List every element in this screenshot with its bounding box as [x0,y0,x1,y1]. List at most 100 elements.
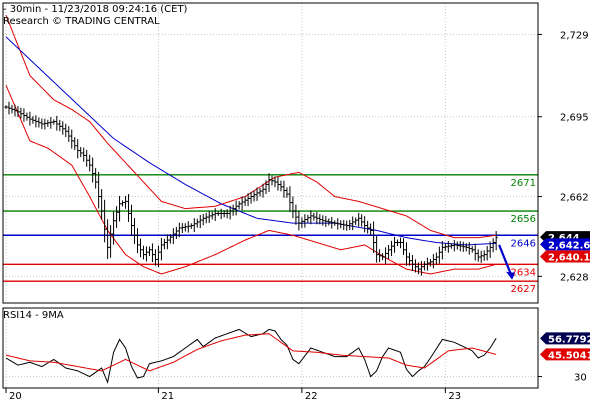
price-bar [398,237,403,249]
price-bar [100,189,104,220]
price-bar [243,196,247,207]
price-bar [16,106,20,118]
ma-value-tag-bg [540,238,590,251]
price-bar [404,242,409,266]
price-bar [141,245,146,260]
moving-average [5,36,497,246]
price-bar [443,243,447,251]
price-bar [360,214,364,227]
price-bar [159,237,164,261]
price-bar [225,209,229,219]
price-bar [201,213,205,226]
x-tick-label: 22 [305,391,318,400]
price-bar [79,147,83,158]
price-bar [192,218,196,233]
price-bar [342,219,346,231]
price-bar [467,242,471,255]
y-tick-label: 2,695 [560,113,589,124]
x-tick-label: 23 [448,391,461,400]
price-bar [357,212,361,227]
price-bar [46,119,50,127]
price-bar [135,228,140,254]
price-bar [407,252,412,266]
price-bar [255,187,259,201]
rsi-value-tag: 56.7792 [540,332,590,345]
x-tick-label: 20 [9,391,22,400]
price-bar [485,245,489,261]
price-bar [273,176,277,188]
price-bar [82,147,86,162]
price-bar [449,243,453,249]
ma-value-tag-text: 2,642.66 [548,240,590,251]
level-label-resistance: 2671 [511,178,536,189]
price-bar [288,186,292,212]
price-bar [204,212,208,224]
price-bar [270,175,274,186]
price-bar [419,261,424,276]
price-bar [282,180,286,198]
price-bar [252,190,256,202]
price-bar [138,238,143,258]
price-bar [434,252,438,265]
x-tick-label: 21 [161,391,174,400]
levels: 2671 2656 2646 2634 2627 [3,174,538,295]
price-bar [246,193,250,207]
price-bar [455,241,459,250]
price-bar [43,118,47,130]
price-bar [479,250,483,263]
band-value-tag-text: 2,640.13 [548,252,590,263]
price-bar [476,249,480,262]
price-bar [114,206,119,228]
price-bar [351,216,355,231]
price-bar [354,217,358,226]
moving-average-line [5,36,497,246]
price-bar [186,221,190,233]
rsi-panel-border [2,307,539,389]
price-bar [237,201,241,210]
price-bar [76,139,80,159]
price-bar [482,250,486,261]
price-bar [195,218,199,228]
price-bar [174,226,178,239]
price-bar [117,195,122,222]
price-bar [37,117,41,128]
price-bar [28,111,32,126]
price-bar [318,214,322,225]
price-bar [458,241,462,252]
price-bar [216,211,220,216]
price-bar [219,208,223,220]
price-bar [300,217,304,228]
rsi-panel [5,328,497,384]
level-label-support: 2634 [511,267,536,278]
price-bar [291,196,295,219]
price-bar [55,115,59,131]
price-bar [132,218,137,244]
price-bar [64,123,68,138]
band-value-tag: 2,640.13 [540,250,590,263]
price-bar [279,180,283,192]
price-bar [144,246,149,262]
rsi-ma-value-tag-text: 45.5041 [548,350,590,361]
price-bar [494,231,498,251]
price-bar [369,223,373,236]
rsi-ma-value-tag-bg [540,348,590,361]
y-tick-label: 2,628 [560,272,589,283]
price-bar [491,238,495,253]
price-bar [446,241,450,253]
price-bar [180,223,184,234]
rsi-series-line [5,328,497,384]
price-bar [168,234,172,244]
price-bar [183,223,187,232]
price-bar [13,104,17,117]
forecast-arrow-shaft [498,244,513,276]
price-bar [189,223,193,229]
y-tick-label: 2,729 [560,30,589,41]
price-bar [249,191,253,204]
price-bar [231,204,235,216]
price-bar [336,218,340,230]
rsi-y-tick-label: 30 [574,373,587,384]
level-label-pivot: 2646 [511,238,536,249]
price-bar [461,241,465,252]
price-bar [111,211,116,245]
price-bar [363,216,367,233]
